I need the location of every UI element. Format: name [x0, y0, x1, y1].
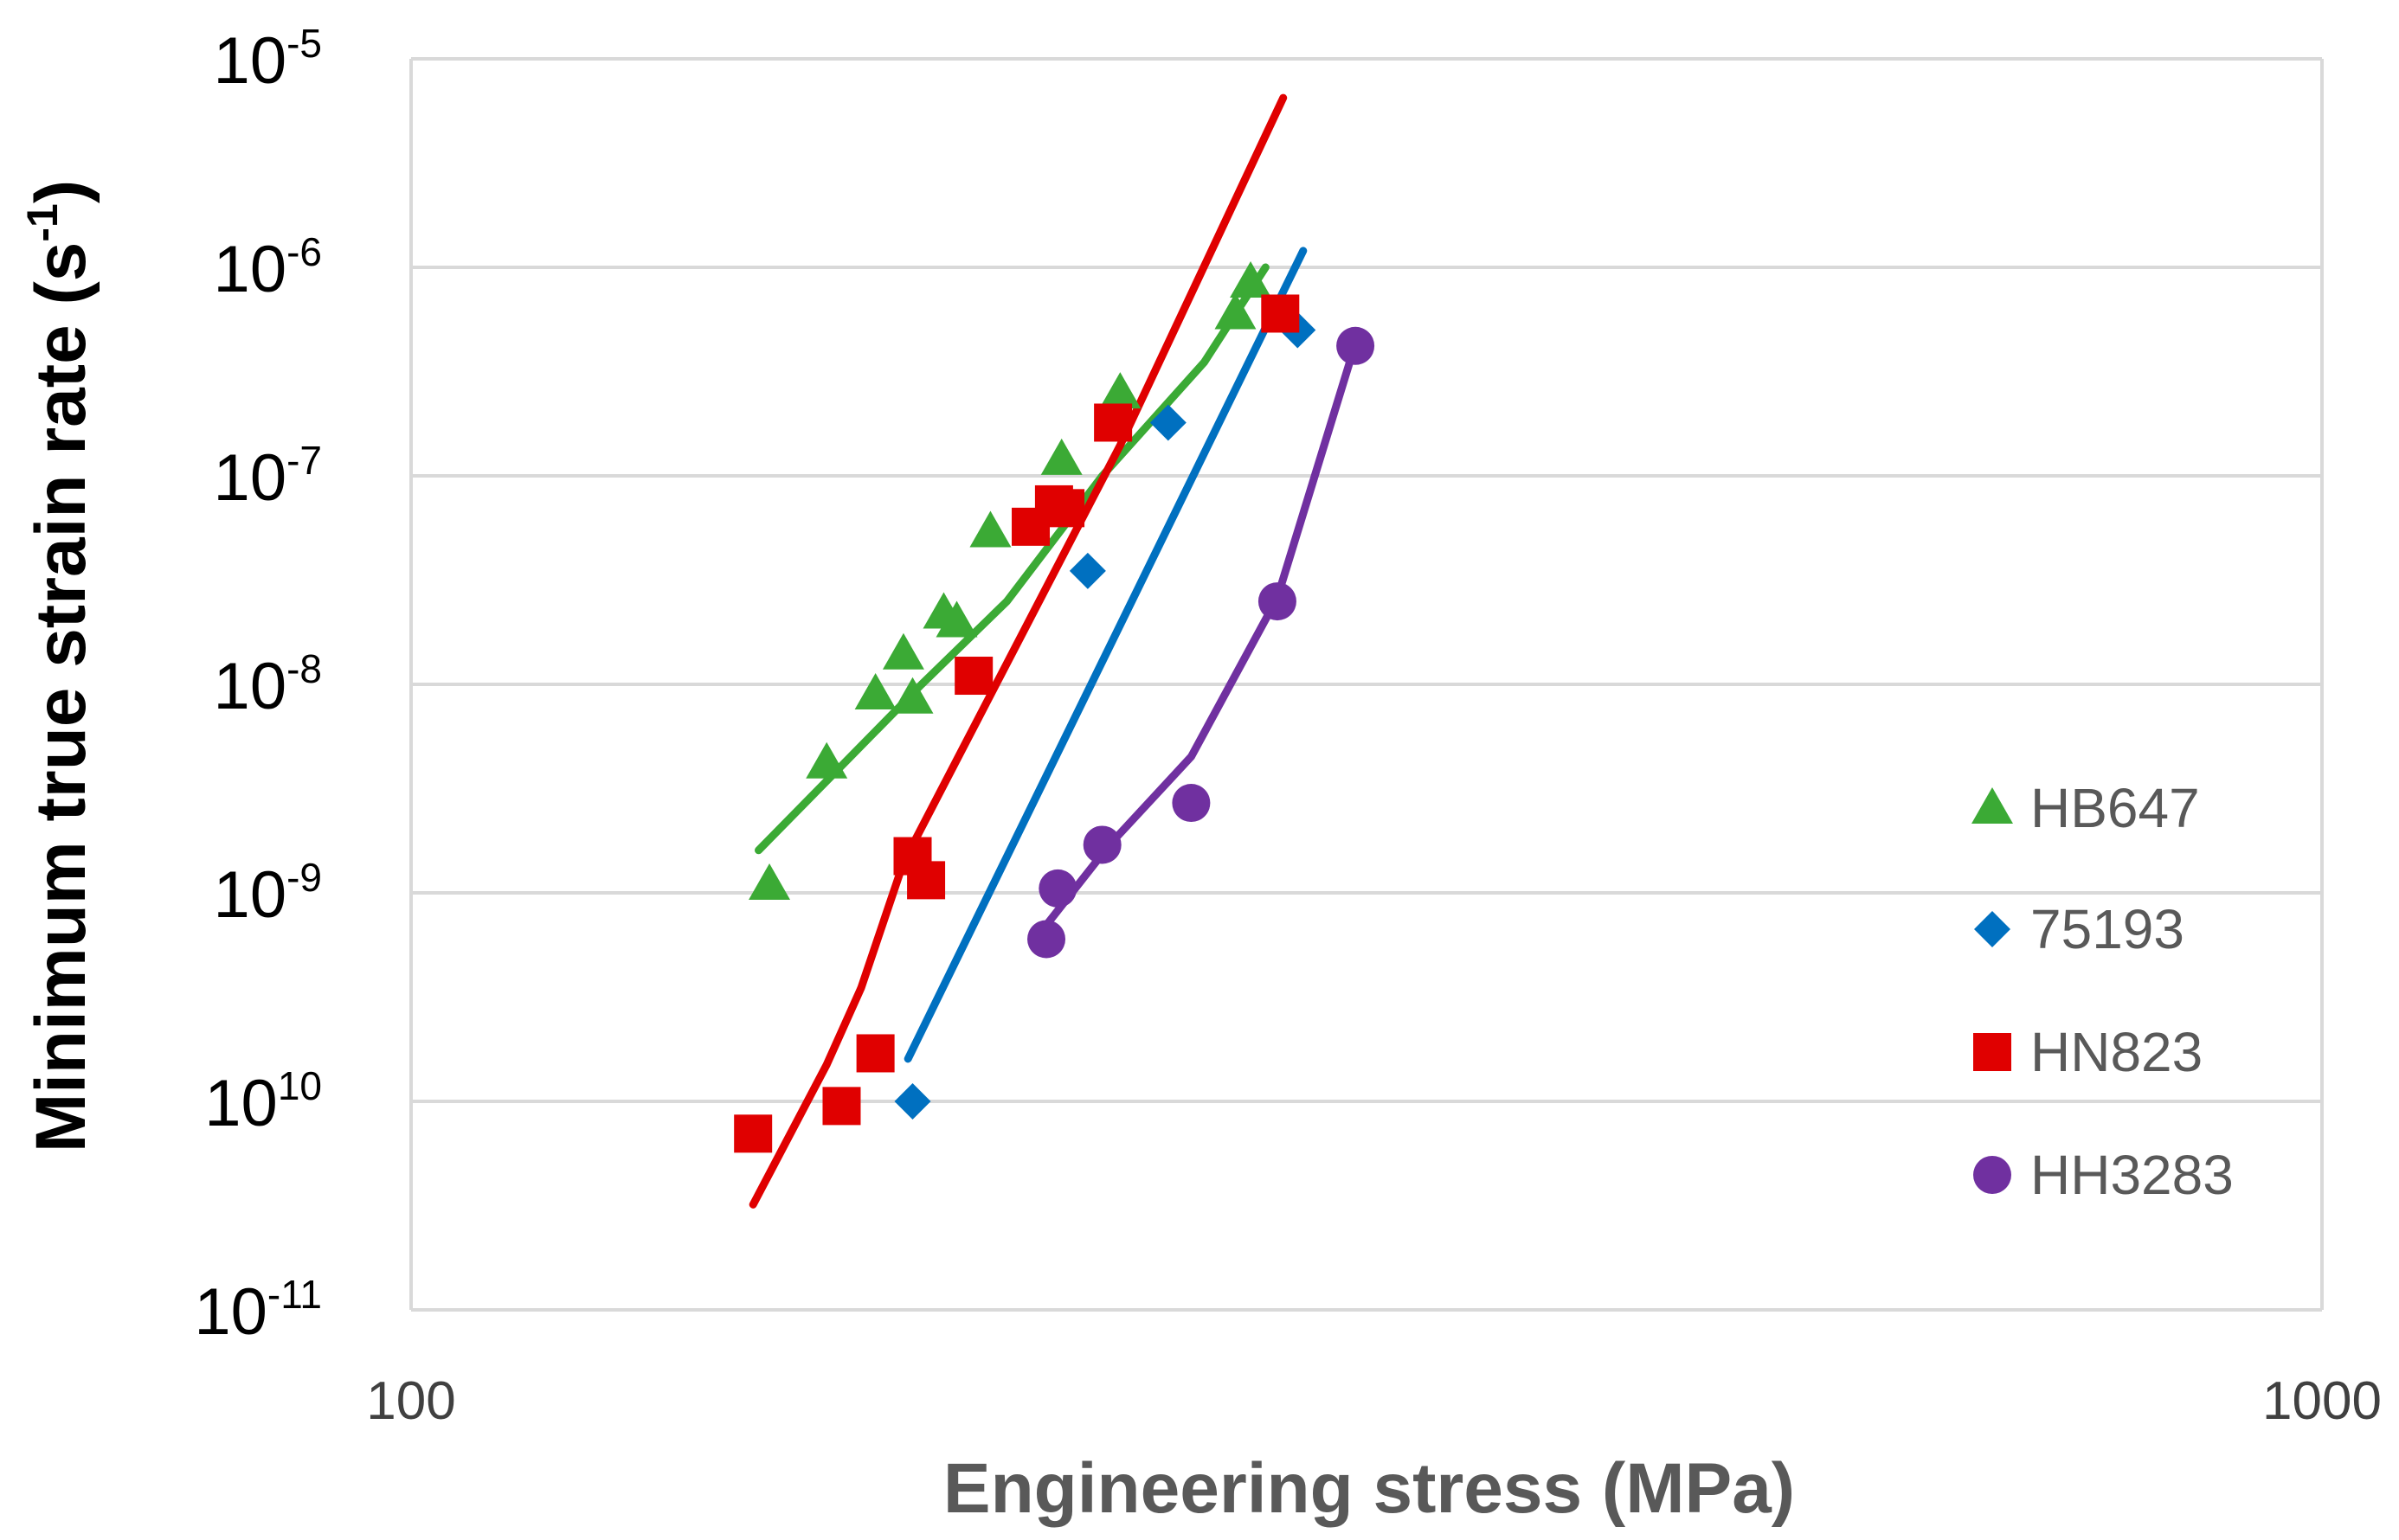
point-hb647 — [936, 600, 978, 638]
point-hn823 — [1261, 294, 1300, 333]
point-hh3283 — [1172, 784, 1211, 823]
legend-label-hh3283: HH3283 — [2030, 1144, 2234, 1206]
point-hh3283 — [1257, 582, 1296, 621]
point-hb647 — [1040, 438, 1083, 475]
legend: HB647 75193 HN823 HH3283 — [1971, 777, 2234, 1206]
point-hh3283 — [1083, 825, 1122, 864]
point-hh3283 — [1039, 869, 1077, 908]
point-hn823 — [822, 1087, 861, 1126]
legend-marker-75193 — [1974, 911, 2010, 947]
y-axis-label: Minimum true strain rate (s-1) — [18, 180, 100, 1152]
point-75193 — [894, 1083, 931, 1120]
x-tick-label: 1000 — [2262, 1371, 2382, 1431]
y-tick-label: 10-11 — [194, 1272, 322, 1349]
point-hb647 — [854, 673, 897, 710]
point-hb647 — [882, 632, 924, 670]
y-tick-labels: 10-5 10-6 10-7 10-8 10-9 1010 10-11 — [194, 21, 322, 1349]
point-75193 — [1149, 404, 1187, 441]
point-hb647 — [1099, 372, 1142, 409]
x-tick-labels: 100 1000 — [366, 1371, 2382, 1431]
y-tick-label: 10-8 — [214, 646, 322, 723]
fit-line-hn823 — [749, 93, 1288, 1209]
point-hb647 — [969, 510, 1012, 548]
point-hb647 — [1230, 261, 1272, 298]
x-tick-label: 100 — [366, 1371, 455, 1431]
grid-lines — [409, 57, 2324, 1312]
data-points — [734, 261, 1375, 1153]
fit-line-75193 — [904, 247, 1308, 1063]
legend-marker-hb647 — [1971, 787, 2013, 824]
legend-label-hn823: HN823 — [2030, 1021, 2203, 1083]
point-hn823 — [734, 1114, 773, 1153]
fit-line-hh3283 — [1042, 339, 1360, 929]
point-75193 — [1069, 552, 1106, 589]
point-hn823 — [856, 1034, 895, 1073]
legend-label-hb647: HB647 — [2030, 777, 2200, 839]
point-hb647 — [891, 677, 934, 714]
x-axis-label: Engineering stress (MPa) — [943, 1449, 1795, 1528]
point-hh3283 — [1336, 326, 1375, 365]
point-hb647 — [1214, 292, 1257, 330]
legend-marker-hh3283 — [1973, 1156, 2011, 1194]
point-hn823 — [1046, 489, 1085, 528]
point-hb647 — [749, 863, 791, 901]
point-hb647 — [806, 741, 848, 779]
point-hh3283 — [1027, 920, 1066, 959]
y-tick-label: 10-9 — [214, 855, 322, 932]
y-tick-label: 10-6 — [214, 229, 322, 306]
point-hn823 — [1094, 403, 1133, 442]
y-tick-label: 1010 — [204, 1063, 322, 1140]
point-hn823 — [907, 861, 946, 900]
point-hn823 — [955, 657, 994, 696]
y-tick-label: 10-5 — [214, 21, 322, 98]
fit-lines — [749, 93, 1360, 1209]
legend-marker-hn823 — [1973, 1033, 2011, 1071]
y-tick-label: 10-7 — [214, 438, 322, 515]
legend-label-75193: 75193 — [2030, 898, 2184, 960]
